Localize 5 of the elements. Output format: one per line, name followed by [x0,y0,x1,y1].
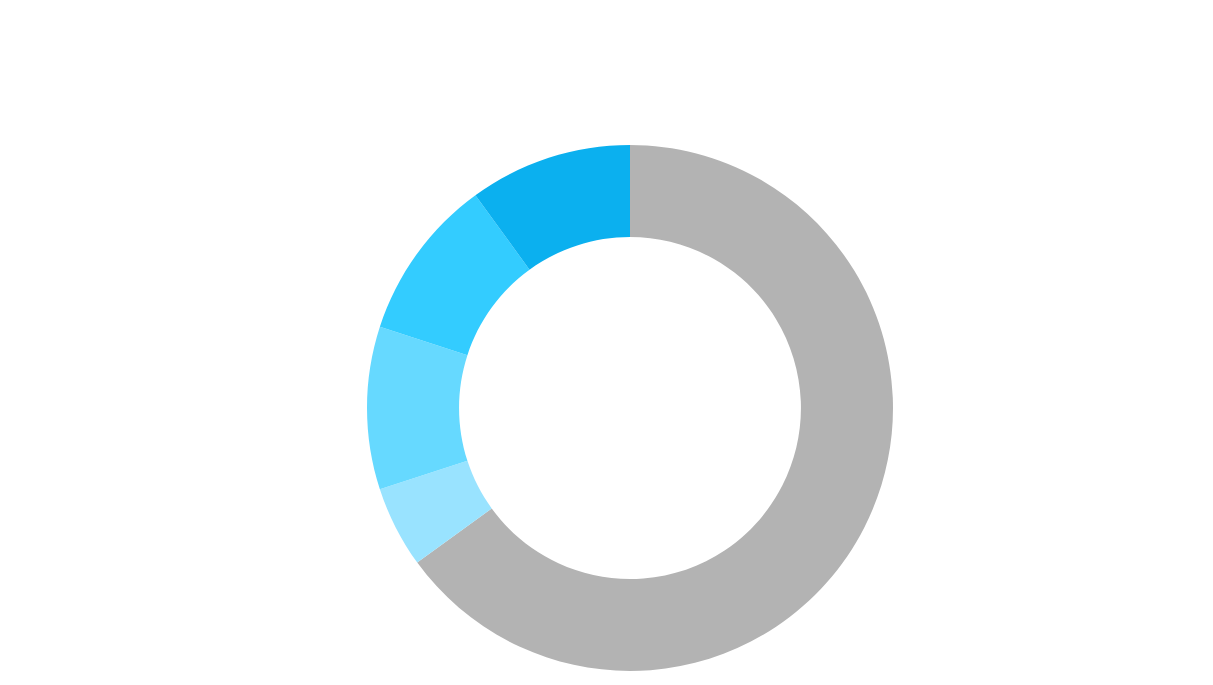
donut-slice [367,326,468,490]
donut-slice [417,145,893,671]
donut-slice [379,195,530,356]
donut-slice [475,145,630,270]
donut-slice [379,460,492,563]
